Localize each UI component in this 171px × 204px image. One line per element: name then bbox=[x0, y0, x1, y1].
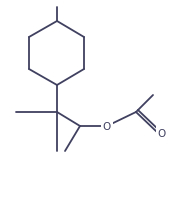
Text: O: O bbox=[103, 121, 111, 131]
Text: O: O bbox=[158, 128, 166, 138]
